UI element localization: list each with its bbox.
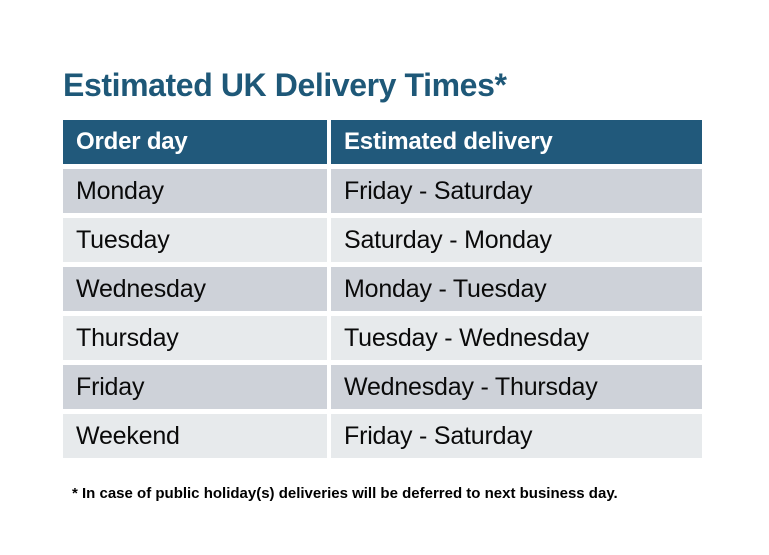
cell-estimated-delivery: Wednesday - Thursday — [331, 365, 702, 409]
cell-order-day: Wednesday — [63, 267, 327, 311]
delivery-times-table: Order day Estimated delivery Monday Frid… — [63, 120, 702, 458]
column-header-order-day: Order day — [63, 120, 327, 164]
cell-order-day: Weekend — [63, 414, 327, 458]
cell-order-day: Friday — [63, 365, 327, 409]
footnote: * In case of public holiday(s) deliverie… — [72, 485, 618, 502]
cell-estimated-delivery: Monday - Tuesday — [331, 267, 702, 311]
page-title: Estimated UK Delivery Times* — [63, 67, 507, 104]
cell-estimated-delivery: Saturday - Monday — [331, 218, 702, 262]
cell-order-day: Thursday — [63, 316, 327, 360]
cell-estimated-delivery: Friday - Saturday — [331, 414, 702, 458]
cell-order-day: Monday — [63, 169, 327, 213]
column-header-estimated-delivery: Estimated delivery — [331, 120, 702, 164]
cell-estimated-delivery: Friday - Saturday — [331, 169, 702, 213]
cell-estimated-delivery: Tuesday - Wednesday — [331, 316, 702, 360]
cell-order-day: Tuesday — [63, 218, 327, 262]
